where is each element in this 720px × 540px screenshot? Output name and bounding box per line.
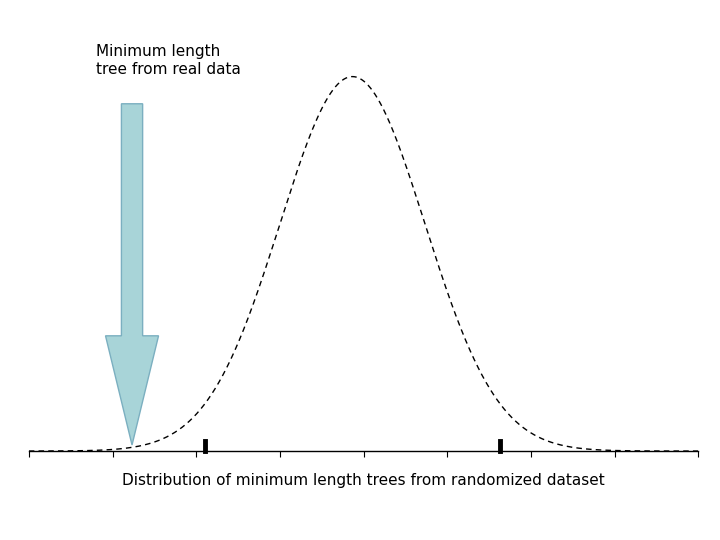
- FancyArrow shape: [106, 104, 158, 445]
- X-axis label: Distribution of minimum length trees from randomized dataset: Distribution of minimum length trees fro…: [122, 472, 605, 488]
- Text: Minimum length
tree from real data: Minimum length tree from real data: [96, 44, 240, 77]
